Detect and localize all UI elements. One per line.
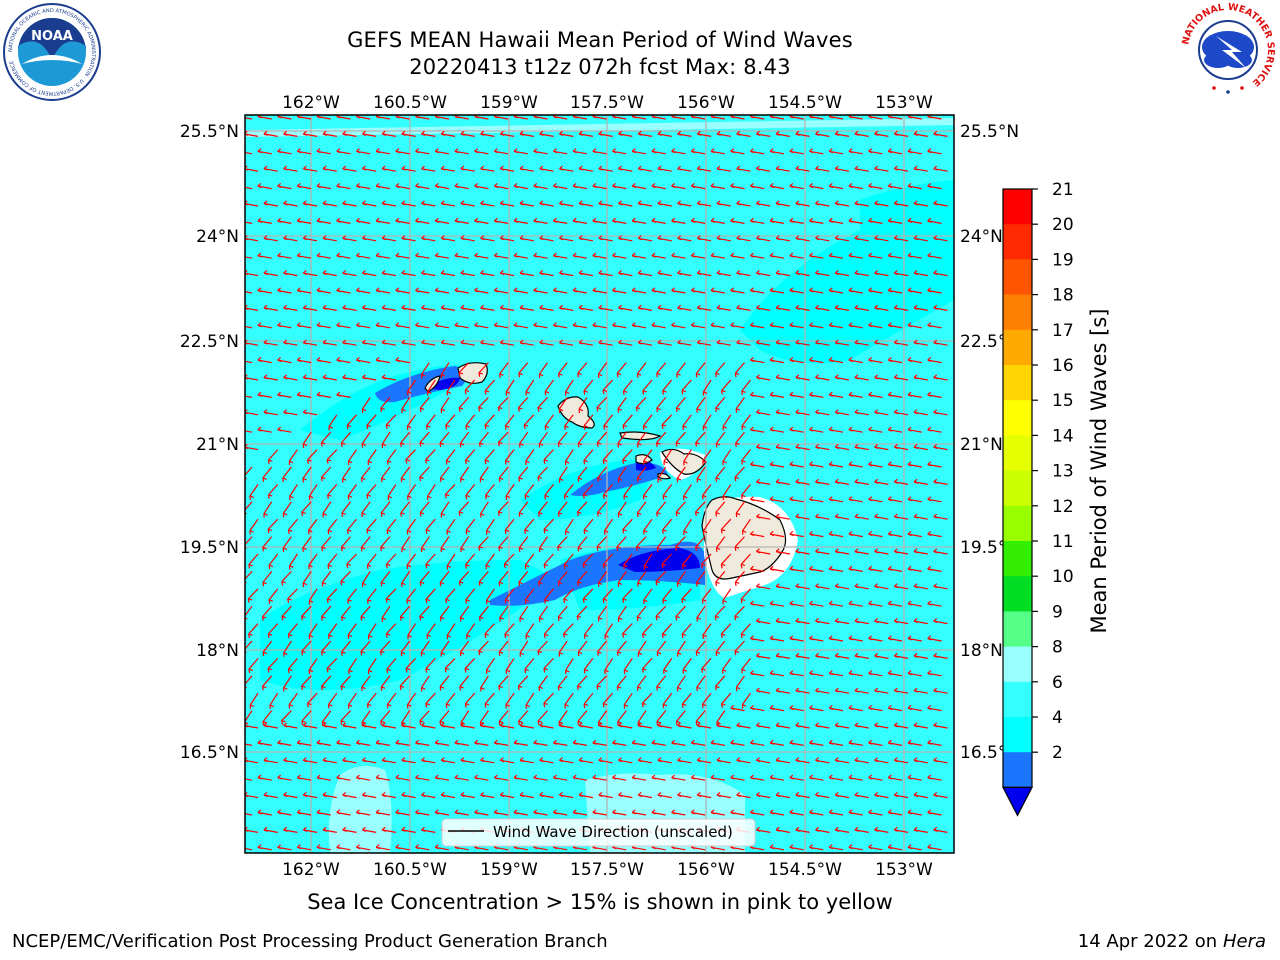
lat-tick-right: 21°N — [960, 435, 1003, 455]
map-plot-area: Wind Wave Direction (unscaled) — [238, 114, 954, 853]
credit-branch: NCEP/EMC/Verification Post Processing Pr… — [12, 931, 608, 952]
colorbar-segment — [1003, 576, 1032, 612]
colorbar-tick: 13 — [1052, 462, 1074, 482]
lon-tick-top: 160.5°W — [373, 93, 447, 113]
colorbar-tick: 17 — [1052, 321, 1074, 341]
colorbar-segment — [1003, 611, 1032, 647]
map-figure: Wind Wave Direction (unscaled) 162°W 162°… — [0, 0, 1280, 960]
sea-ice-note: Sea Ice Concentration > 15% is shown in … — [250, 890, 950, 914]
map-legend: Wind Wave Direction (unscaled) — [442, 819, 755, 846]
lat-tick-left: 19.5°N — [180, 538, 239, 558]
lat-tick-left: 18°N — [196, 641, 239, 661]
credit-date: 14 Apr 2022 on Hera — [1078, 931, 1266, 952]
lat-tick-right: 25.5°N — [960, 122, 1019, 142]
lat-tick-right: 18°N — [960, 641, 1003, 661]
lon-tick-bottom: 153°W — [875, 860, 933, 880]
colorbar-segment — [1003, 224, 1032, 260]
colorbar-segment — [1003, 647, 1032, 683]
colorbar-tick: 15 — [1052, 391, 1074, 411]
colorbar-segment — [1003, 506, 1032, 542]
colorbar-tick: 8 — [1052, 638, 1063, 658]
lon-tick-top: 154.5°W — [768, 93, 842, 113]
colorbar-tick: 19 — [1052, 250, 1074, 270]
credit-machine: Hera — [1223, 931, 1266, 952]
colorbar-segment — [1003, 682, 1032, 718]
colorbar-tick: 11 — [1052, 532, 1074, 552]
colorbar: 21 20 19 18 17 16 15 14 13 12 11 10 9 8 6 4 2 — [1003, 180, 1074, 815]
lon-tick-top: 162°W — [282, 93, 340, 113]
colorbar-segment — [1003, 400, 1032, 436]
colorbar-tick: 18 — [1052, 286, 1074, 306]
colorbar-segment — [1003, 295, 1032, 331]
colorbar-segment — [1003, 189, 1032, 225]
colorbar-tick: 21 — [1052, 180, 1074, 200]
colorbar-tick: 9 — [1052, 602, 1063, 622]
colorbar-tick: 12 — [1052, 497, 1074, 517]
credit-date-text: 14 Apr 2022 on — [1078, 931, 1217, 952]
colorbar-segment — [1003, 435, 1032, 471]
lon-tick-bottom: 154.5°W — [768, 860, 842, 880]
lat-tick-left: 25.5°N — [180, 122, 239, 142]
lon-tick-top: 156°W — [677, 93, 735, 113]
colorbar-segment — [1003, 717, 1032, 753]
colorbar-segment — [1003, 541, 1032, 577]
colorbar-tick: 2 — [1052, 743, 1063, 763]
colorbar-tick: 16 — [1052, 356, 1074, 376]
lat-tick-left: 16.5°N — [180, 743, 239, 763]
colorbar-segment — [1003, 752, 1032, 788]
colorbar-tick: 14 — [1052, 426, 1074, 446]
colorbar-label: Mean Period of Wind Waves [s] — [1087, 309, 1111, 634]
colorbar-tick: 20 — [1052, 215, 1074, 235]
lat-tick-left: 22.5°N — [180, 332, 239, 352]
lat-tick-right: 24°N — [960, 227, 1003, 247]
colorbar-tick: 10 — [1052, 567, 1074, 587]
island-kauai — [458, 363, 487, 384]
lat-tick-left: 21°N — [196, 435, 239, 455]
lat-tick-left: 24°N — [196, 227, 239, 247]
lon-tick-top: 159°W — [480, 93, 538, 113]
lon-tick-top: 153°W — [875, 93, 933, 113]
colorbar-segment — [1003, 259, 1032, 295]
lon-tick-bottom: 159°W — [480, 860, 538, 880]
colorbar-tick: 6 — [1052, 673, 1063, 693]
lon-tick-bottom: 160.5°W — [373, 860, 447, 880]
colorbar-segment — [1003, 471, 1032, 507]
colorbar-segment — [1003, 365, 1032, 401]
lon-tick-bottom: 162°W — [282, 860, 340, 880]
colorbar-under-triangle — [1003, 787, 1032, 815]
legend-label: Wind Wave Direction (unscaled) — [493, 823, 733, 841]
lon-tick-bottom: 156°W — [677, 860, 735, 880]
lon-tick-bottom: 157.5°W — [570, 860, 644, 880]
colorbar-segment — [1003, 330, 1032, 366]
colorbar-tick: 4 — [1052, 708, 1063, 728]
lon-tick-top: 157.5°W — [570, 93, 644, 113]
